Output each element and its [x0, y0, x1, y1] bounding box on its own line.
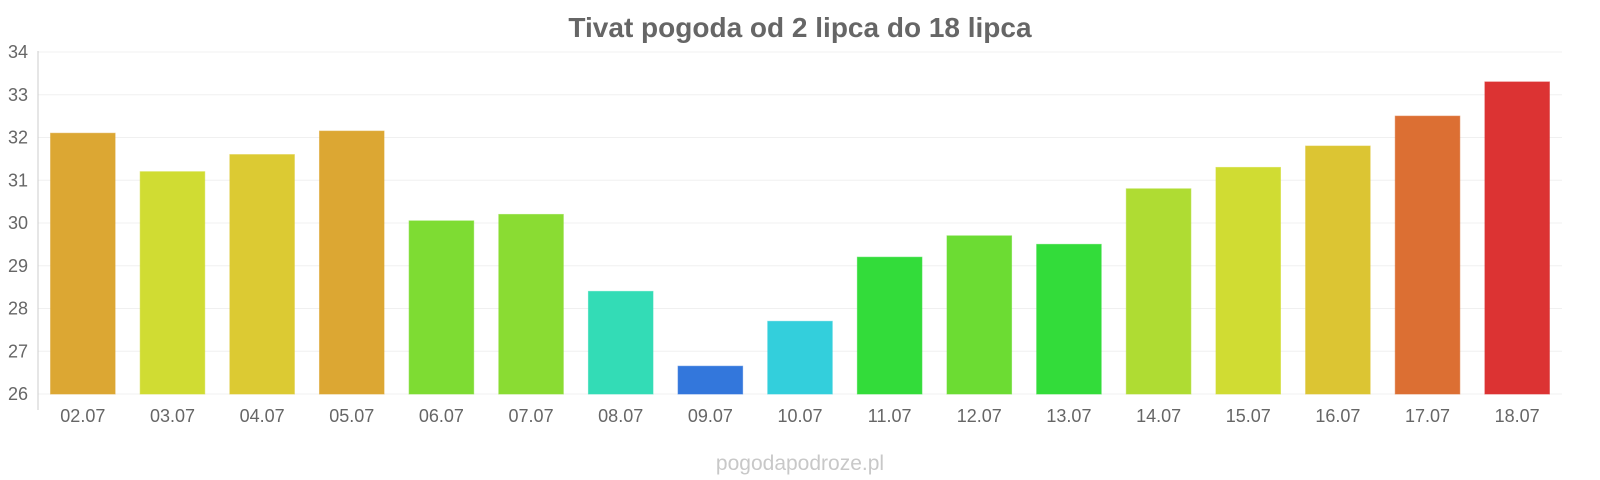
x-tick-label: 06.07	[419, 406, 464, 426]
chart-title: Tivat pogoda od 2 lipca do 18 lipca	[568, 12, 1032, 43]
x-tick-label: 13.07	[1046, 406, 1091, 426]
y-tick-label: 28	[8, 299, 28, 319]
x-tick-label: 10.07	[777, 406, 822, 426]
bar-18.07	[1484, 81, 1550, 395]
y-axis-ticks: 26 27 28 29 30 31 32 33 34	[8, 42, 28, 404]
y-tick-label: 29	[8, 256, 28, 276]
x-tick-label: 05.07	[329, 406, 374, 426]
bar-07.07	[498, 213, 564, 395]
bar-15.07	[1215, 166, 1282, 395]
y-tick-label: 27	[8, 341, 28, 361]
x-tick-label: 17.07	[1405, 406, 1450, 426]
bar-14.07	[1125, 188, 1192, 395]
bars	[50, 81, 1550, 395]
bar-11.07	[856, 256, 923, 395]
y-tick-label: 32	[8, 128, 28, 148]
x-tick-label: 08.07	[598, 406, 643, 426]
y-tick-label: 26	[8, 384, 28, 404]
bar-17.07	[1394, 115, 1461, 395]
x-tick-label: 03.07	[150, 406, 195, 426]
x-tick-label: 09.07	[688, 406, 733, 426]
bar-04.07	[229, 154, 295, 395]
bar-05.07	[318, 130, 385, 395]
bar-10.07	[767, 320, 833, 395]
watermark: pogodapodroze.pl	[716, 452, 884, 475]
y-tick-label: 30	[8, 213, 28, 233]
x-tick-label: 18.07	[1495, 406, 1540, 426]
bar-16.07	[1305, 145, 1371, 395]
y-tick-label: 34	[8, 42, 28, 62]
x-axis-ticks: 02.07 03.07 04.07 05.07 06.07 07.07 08.07 09.07…	[60, 406, 1539, 426]
bar-08.07	[587, 290, 654, 395]
x-tick-label: 12.07	[957, 406, 1002, 426]
bar-06.07	[408, 220, 475, 395]
bar-09.07	[677, 365, 744, 395]
bar-12.07	[946, 235, 1013, 395]
x-tick-label: 02.07	[60, 406, 105, 426]
x-tick-label: 14.07	[1136, 406, 1181, 426]
x-tick-label: 07.07	[509, 406, 554, 426]
x-tick-label: 11.07	[868, 406, 912, 426]
bar-13.07	[1036, 243, 1102, 395]
y-tick-label: 33	[8, 85, 28, 105]
bar-02.07	[50, 132, 116, 395]
bar-03.07	[139, 171, 206, 395]
x-tick-label: 15.07	[1226, 406, 1271, 426]
y-tick-label: 31	[8, 170, 28, 190]
x-tick-label: 16.07	[1315, 406, 1360, 426]
x-tick-label: 04.07	[240, 406, 285, 426]
